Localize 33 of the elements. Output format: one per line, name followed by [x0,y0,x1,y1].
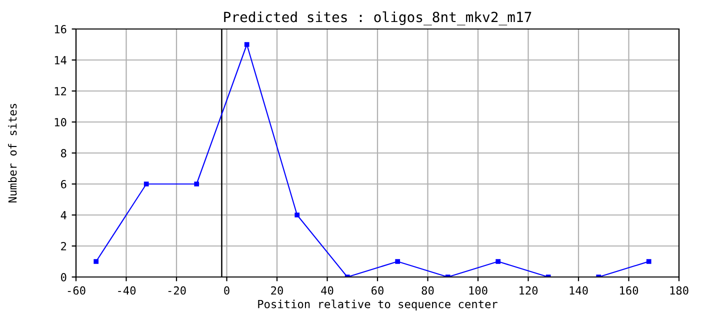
point [244,42,250,47]
point [144,182,149,186]
point [496,259,501,264]
x-tick-label: 180 [670,286,688,295]
y-tick-label: 6 [61,180,66,188]
y-tick-label: 8 [60,149,66,158]
x-tick-label: 100 [469,286,488,295]
x-tick-label: 0 [224,286,230,295]
x-tick-label: 40 [321,286,334,295]
y-tick-label: 16 [54,25,66,34]
point [194,182,200,186]
y-tick-label: 14 [54,56,66,64]
y-tick-label: 12 [54,87,66,96]
y-axis-title: Number of sites [8,104,17,202]
point [395,259,400,264]
point [646,259,652,264]
y-tick-label: 10 [54,118,66,126]
y-tick-label: 0 [61,273,66,282]
point [94,259,99,264]
x-tick-label: 60 [372,286,384,295]
x-axis-title: Position relative to sequence center [258,300,498,310]
x-tick-label: 80 [422,286,434,295]
x-tick-label: -40 [118,286,136,295]
x-tick-label: 140 [570,286,588,295]
x-tick-label: 20 [271,286,283,295]
x-tick-label: -60 [68,286,86,295]
point [294,212,300,218]
x-tick-label: 120 [520,286,538,295]
chart-title: Predicted sites : oligos_8nt_mkv2_m17 [224,11,532,26]
y-tick-label: 2 [61,242,66,250]
x-tick-label: 160 [620,286,638,295]
y-tick-label: 4 [60,211,66,220]
x-tick-label: -20 [168,286,186,295]
